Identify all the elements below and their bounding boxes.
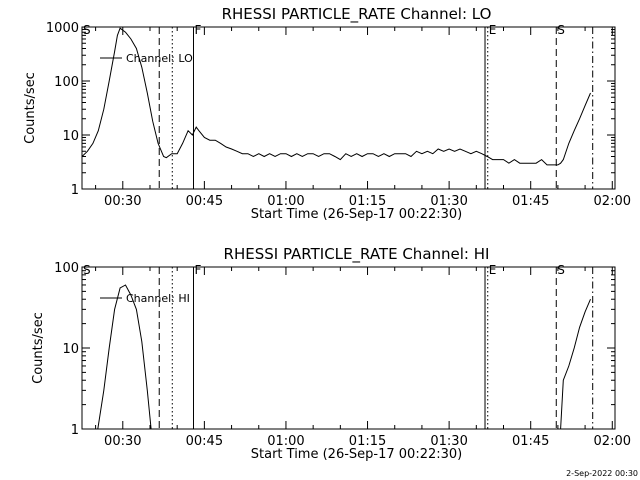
chart0-y-tick-label: 1 [71,183,79,198]
chart0-x-tick-label: 01:15 [349,194,386,209]
chart1-x-tick-label: 01:15 [349,434,386,449]
chart1-legend-label: Channel: HI [126,292,190,305]
chart1-marker-label-s: S [557,263,565,277]
chart0-legend-label: Channel: LO [126,52,193,65]
chart0-x-tick-label: 01:00 [267,194,304,209]
chart0-x-tick-label: 02:00 [594,194,631,209]
chart1-y-tick-label: 100 [54,261,79,276]
chart0-y-axis-label: Counts/sec [23,72,38,144]
chart1-y-axis-label: Counts/sec [31,312,46,384]
chart1-x-axis-label: Start Time (26-Sep-17 00:22:30) [251,447,462,462]
chart1-x-tick-label: 02:00 [594,434,631,449]
chart0-x-axis-label: Start Time (26-Sep-17 00:22:30) [251,207,462,222]
chart1-series-line-2 [560,299,591,430]
chart1-y-tick-label: 1 [71,423,79,438]
chart1-x-tick-label: 01:45 [512,434,549,449]
chart0-x-tick-label: 01:45 [512,194,549,209]
chart0-marker-label-e: E [489,23,497,37]
chart0-y-tick-label: 1000 [46,21,79,36]
chart0-series-line-1 [81,27,591,166]
chart1-title: RHESSI PARTICLE_RATE Channel: HI [224,245,490,264]
chart1-x-tick-label: 00:30 [104,434,141,449]
chart1-series-line-1 [97,284,152,430]
chart0-marker-label-s: S [83,23,91,37]
chart1-x-tick-label: 00:45 [186,434,223,449]
chart1-x-tick-label: 01:00 [267,434,304,449]
footer-timestamp: 2-Sep-2022 00:30 [566,469,638,478]
chart1-marker-label-f: F [194,263,201,277]
chart0-y-tick-label: 100 [54,75,79,90]
lo-channel-panel: RHESSI PARTICLE_RATE Channel: LO 00:30 00:… [23,5,631,222]
chart1-x-tick-label: 01:30 [430,434,467,449]
chart1-y-tick-label: 10 [62,342,79,357]
chart0-marker-label-f: F [194,23,201,37]
chart1-marker-label-e: E [489,263,497,277]
chart0-plot-frame [81,26,616,190]
chart0-marker-label-s: S [557,23,565,37]
chart0-y-tick-label: 10 [62,129,79,144]
chart0-x-tick-label: 01:30 [430,194,467,209]
chart0-x-tick-label: 00:45 [186,194,223,209]
chart1-marker-label-s: S [83,263,91,277]
hi-channel-panel: RHESSI PARTICLE_RATE Channel: HI 00:30 00:… [31,245,631,462]
chart0-title: RHESSI PARTICLE_RATE Channel: LO [222,5,492,24]
chart0-x-tick-label: 00:30 [104,194,141,209]
